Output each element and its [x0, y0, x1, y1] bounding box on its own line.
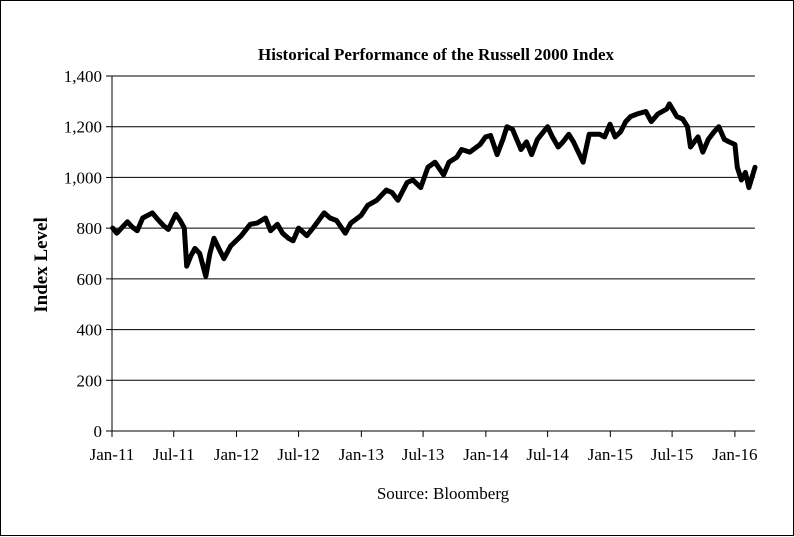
series-lines	[110, 101, 758, 279]
gridlines	[106, 75, 755, 432]
source-note: Source: Bloomberg	[377, 484, 510, 503]
y-tick-label: 400	[77, 321, 103, 340]
y-tick-label: 800	[77, 219, 103, 238]
x-tick-label: Jan-16	[712, 445, 757, 464]
series-line-russell-2000	[110, 101, 758, 279]
y-tick-label: 200	[77, 371, 103, 390]
axes	[111, 76, 755, 437]
x-tick-label: Jul-11	[153, 445, 195, 464]
y-tick-label: 600	[77, 270, 103, 289]
y-axis-title: Index Level	[31, 217, 52, 313]
y-tick-label: 1,400	[64, 67, 102, 86]
y-tick-label: 0	[94, 422, 103, 441]
x-tick-label: Jan-12	[214, 445, 259, 464]
x-tick-label: Jul-12	[277, 445, 320, 464]
x-tick-label: Jul-14	[526, 445, 569, 464]
chart-title: Historical Performance of the Russell 20…	[258, 45, 614, 64]
x-tick-label: Jan-14	[463, 445, 509, 464]
y-tick-labels: 0 200 400 600 800 1,000 1,200 1,400	[64, 67, 102, 441]
x-tick-label: Jan-15	[588, 445, 633, 464]
x-tick-label: Jul-13	[402, 445, 445, 464]
x-tick-label: Jul-15	[651, 445, 694, 464]
x-tick-label: Jan-11	[90, 445, 135, 464]
y-tick-label: 1,200	[64, 118, 102, 137]
x-tick-label: Jan-13	[339, 445, 384, 464]
y-tick-label: 1,000	[64, 168, 102, 187]
x-tick-labels: Jan-11 Jul-11 Jan-12 Jul-12 Jan-13 Jul-13 Jan-…	[90, 445, 758, 464]
